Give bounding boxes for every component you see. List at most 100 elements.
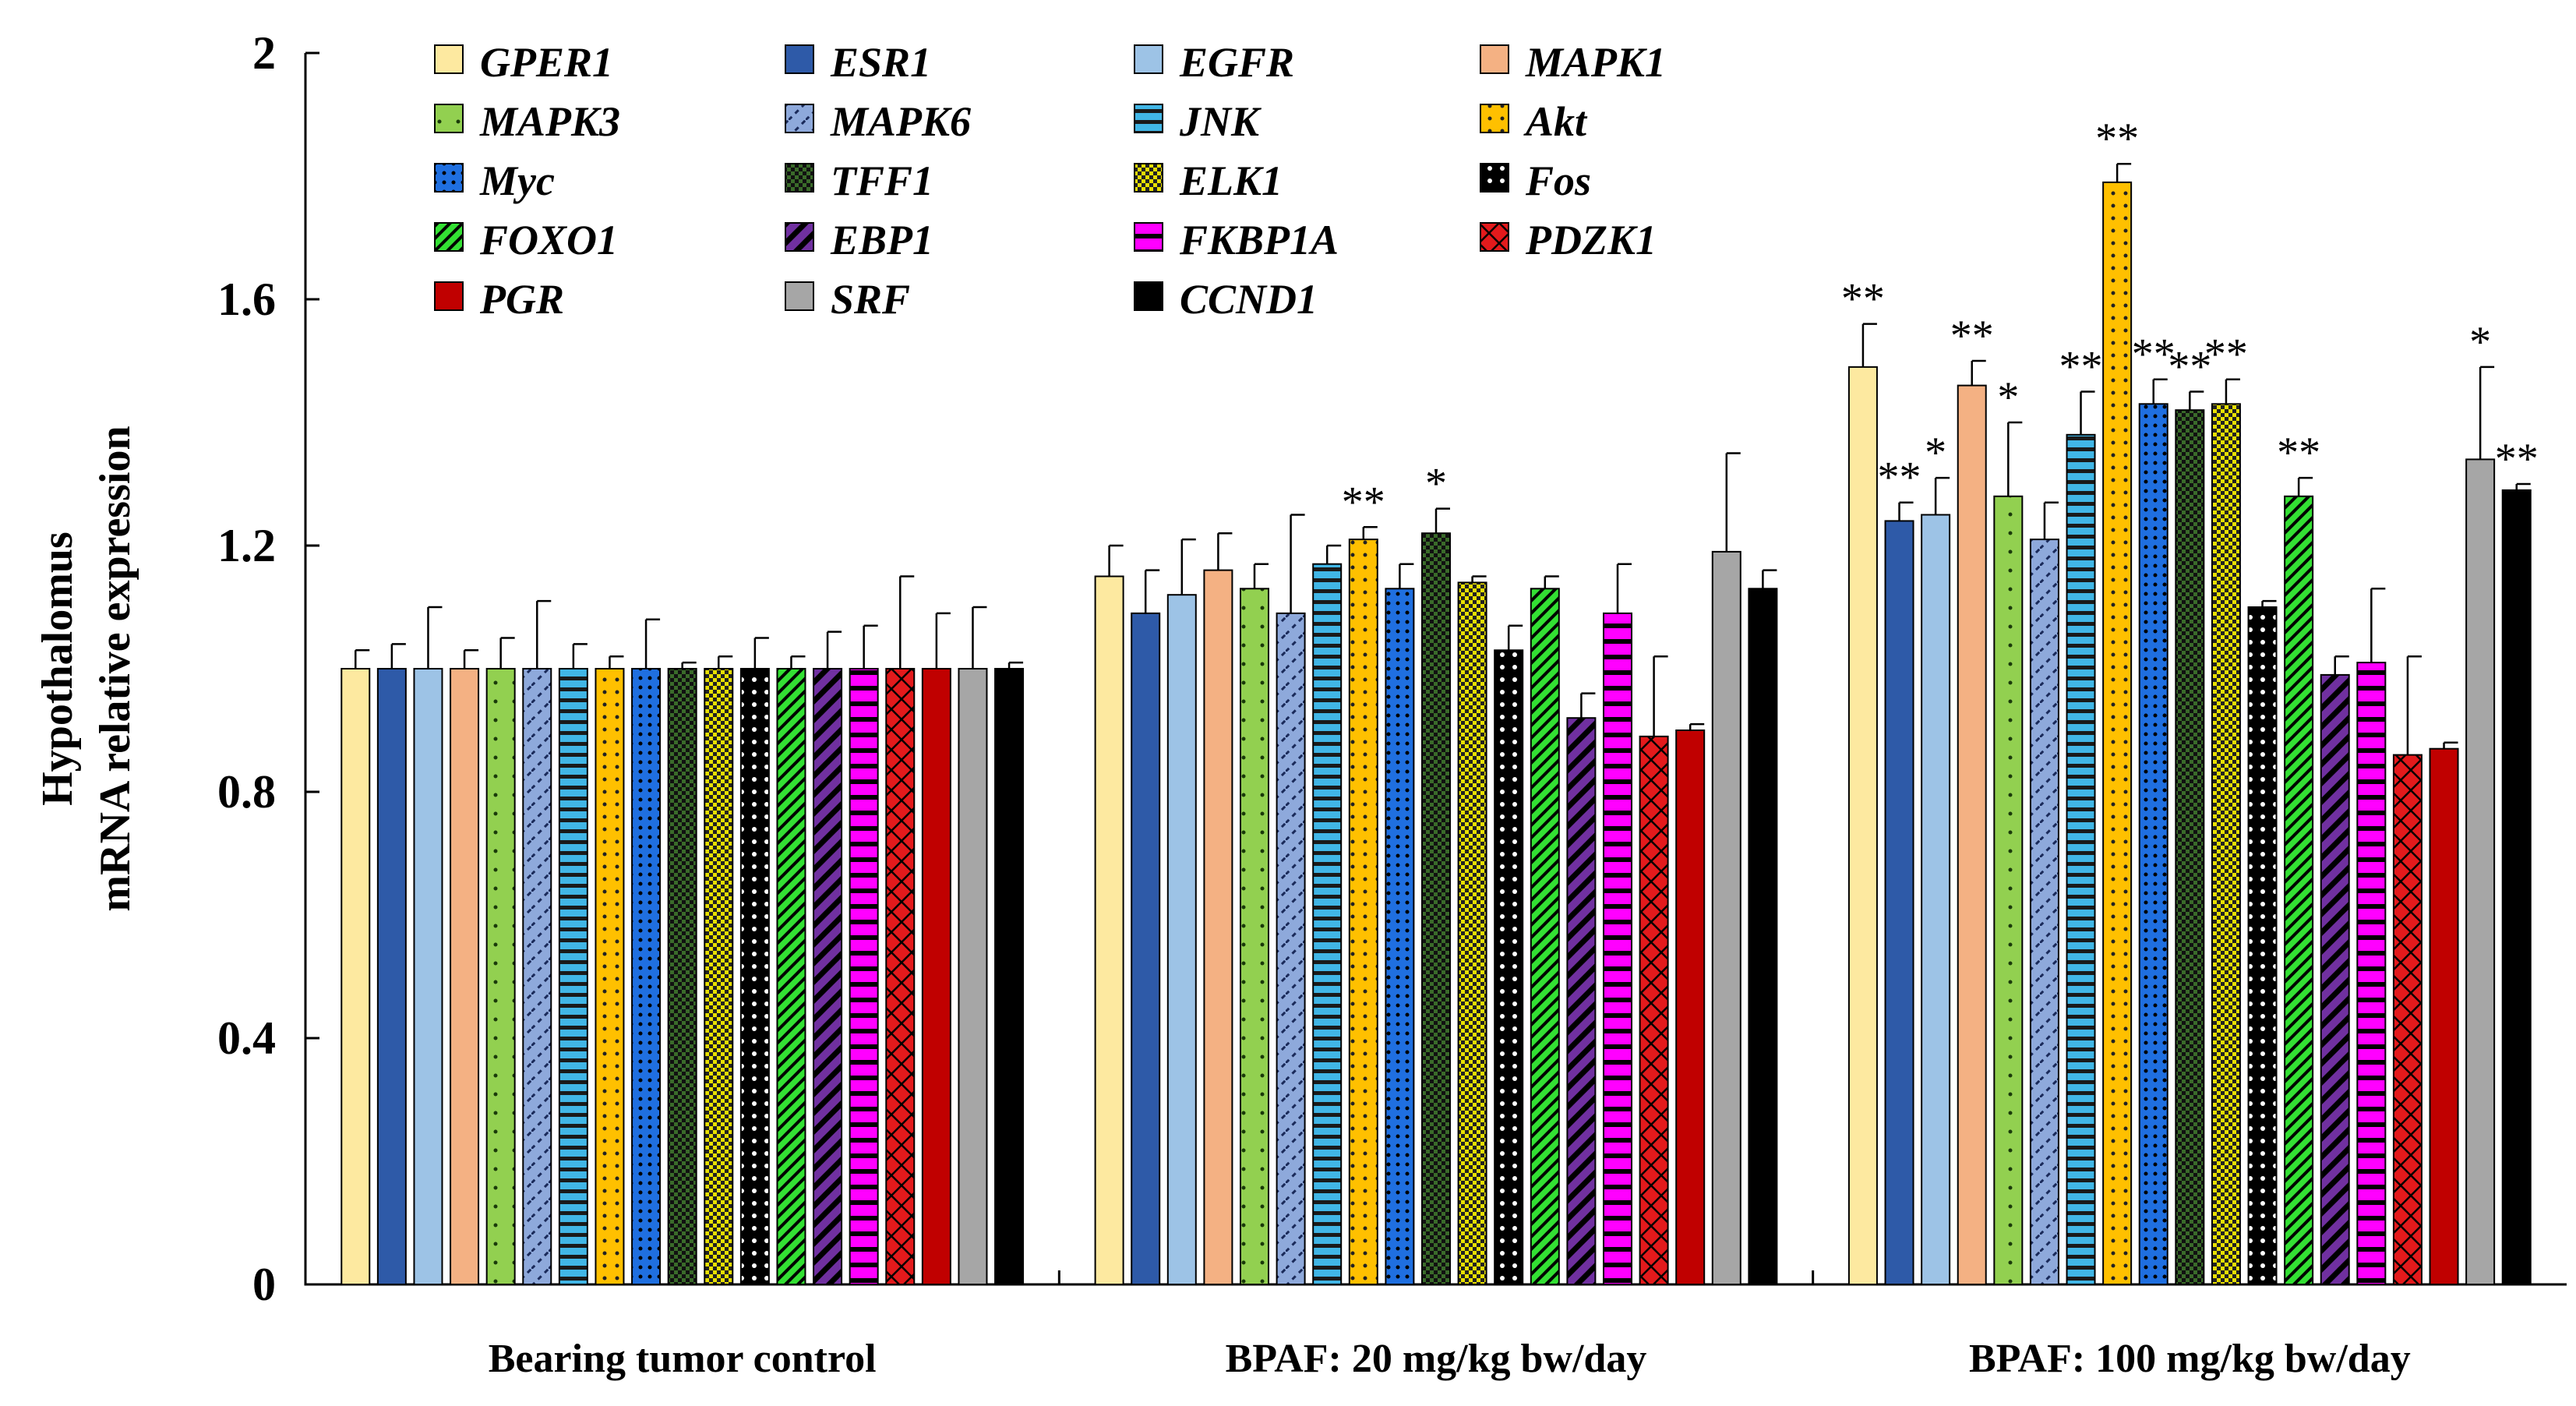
legend-label-fos: Fos [1525,157,1591,204]
bar-srf-bearing-tumor-control [958,668,988,1285]
error-bar-srf-bpaf-100-mg-kg-bw-day [2479,366,2495,460]
error-bar-tff1-bearing-tumor-control [681,661,697,669]
legend-swatch-ebp1 [785,222,814,252]
legend-label-akt: Akt [1523,98,1588,145]
bar-pdzk1-bearing-tumor-control [885,668,916,1285]
legend-swatch-egfr [1134,44,1163,74]
bar-mapk3-bpaf-20-mg-kg-bw-day [1240,588,1269,1285]
bar-ccnd1-bearing-tumor-control [994,668,1025,1285]
significance-label: ** [2277,429,2320,477]
legend-label-ccnd1: CCND1 [1180,276,1318,323]
error-bar-pgr-bpaf-20-mg-kg-bw-day [1689,722,1705,730]
y-axis-label-line-1: Hypothalomus [34,532,82,806]
bar-elk1-bearing-tumor-control [704,668,734,1285]
significance-label: ** [1342,478,1385,526]
bar-fkbp1a-bpaf-100-mg-kg-bw-day [2356,662,2387,1285]
legend-swatch-mapk6 [785,104,814,133]
x-category-label: BPAF: 100 mg/kg bw/day [1969,1337,2411,1381]
bar-foxo1-bpaf-20-mg-kg-bw-day [1530,588,1560,1285]
bar-fkbp1a-bearing-tumor-control [849,668,879,1285]
error-bar-mapk1-bearing-tumor-control [463,649,479,669]
bar-fos-bearing-tumor-control [739,668,770,1285]
bar-egfr-bearing-tumor-control [413,668,443,1285]
legend-label-esr1: ESR1 [830,39,931,86]
bar-ebp1-bpaf-100-mg-kg-bw-day [2320,673,2350,1285]
bar-myc-bpaf-20-mg-kg-bw-day [1385,588,1415,1285]
error-bar-tff1-bpaf-100-mg-kg-bw-day [2189,390,2204,411]
error-bar-ebp1-bpaf-20-mg-kg-bw-day [1580,692,1596,719]
legend-swatch-mapk1 [1480,44,1509,74]
error-bar-pdzk1-bearing-tumor-control [899,575,915,669]
legend-label-myc: Myc [479,157,555,204]
bar-pdzk1-bpaf-20-mg-kg-bw-day [1639,735,1669,1285]
error-bar-fos-bpaf-20-mg-kg-bw-day [1507,624,1523,651]
bar-esr1-bpaf-100-mg-kg-bw-day [1884,520,1914,1285]
legend-swatch-mapk3 [434,104,464,133]
bar-mapk6-bpaf-100-mg-kg-bw-day [2029,539,2059,1285]
bar-egfr-bpaf-100-mg-kg-bw-day [1921,514,1951,1285]
legend-swatch-fkbp1a [1134,222,1163,252]
error-bar-ccnd1-bpaf-100-mg-kg-bw-day [2515,482,2531,490]
significance-label: ** [2168,343,2211,391]
legend-label-tff1: TFF1 [831,157,933,204]
error-bar-mapk6-bpaf-20-mg-kg-bw-day [1290,514,1305,613]
bar-myc-bpaf-100-mg-kg-bw-day [2138,403,2168,1285]
error-bar-pgr-bpaf-100-mg-kg-bw-day [2443,741,2458,749]
x-category-label: Bearing tumor control [489,1337,877,1381]
error-bar-gper1-bpaf-100-mg-kg-bw-day [1861,323,1877,367]
significance-label: * [1997,373,2019,422]
significance-label: * [1425,460,1447,508]
y-tick-label: 0.4 [217,1012,276,1064]
legend-label-pdzk1: PDZK1 [1525,217,1657,263]
bar-fos-bpaf-20-mg-kg-bw-day [1494,649,1524,1285]
bar-gper1-bearing-tumor-control [341,668,371,1285]
bar-mapk1-bpaf-20-mg-kg-bw-day [1203,569,1233,1285]
error-bar-elk1-bearing-tumor-control [718,655,733,669]
bar-ebp1-bearing-tumor-control [813,668,843,1285]
bar-jnk-bpaf-100-mg-kg-bw-day [2066,433,2096,1285]
error-bar-akt-bearing-tumor-control [609,655,624,669]
bar-mapk3-bpaf-100-mg-kg-bw-day [1993,495,2024,1285]
significance-label: ** [2095,115,2139,163]
y-tick-label: 0 [252,1259,276,1310]
error-bar-mapk3-bpaf-100-mg-kg-bw-day [2007,421,2023,496]
error-bar-mapk6-bpaf-100-mg-kg-bw-day [2043,501,2059,540]
bar-pdzk1-bpaf-100-mg-kg-bw-day [2392,754,2422,1285]
error-bar-egfr-bpaf-20-mg-kg-bw-day [1180,538,1196,595]
legend-swatch-pgr [434,281,464,311]
axis-labels: Bearing tumor control BPAF: 20 mg/kg bw/d… [34,426,2411,1381]
error-bar-srf-bpaf-20-mg-kg-bw-day [1725,452,1741,552]
error-bar-fkbp1a-bpaf-100-mg-kg-bw-day [2370,588,2386,663]
error-bar-myc-bearing-tumor-control [644,618,661,669]
bar-pgr-bearing-tumor-control [921,668,951,1285]
error-bar-esr1-bearing-tumor-control [390,643,406,669]
legend-swatch-gper1 [434,44,464,74]
error-bar-fkbp1a-bearing-tumor-control [863,624,878,669]
error-bar-mapk1-bpaf-20-mg-kg-bw-day [1217,532,1233,571]
legend-swatch-elk1 [1134,163,1163,193]
error-bar-tff1-bpaf-20-mg-kg-bw-day [1434,507,1450,534]
bar-tff1-bpaf-20-mg-kg-bw-day [1421,532,1451,1285]
error-bar-fkbp1a-bpaf-20-mg-kg-bw-day [1616,563,1632,613]
legend-label-mapk3: MAPK3 [479,98,620,145]
error-bar-mapk6-bearing-tumor-control [536,599,552,669]
bar-ebp1-bpaf-20-mg-kg-bw-day [1566,717,1597,1285]
legend-swatch-ccnd1 [1134,281,1163,311]
bar-jnk-bearing-tumor-control [558,668,588,1285]
bar-mapk1-bearing-tumor-control [450,668,480,1285]
bar-srf-bpaf-20-mg-kg-bw-day [1711,550,1741,1285]
legend-label-fkbp1a: FKBP1A [1179,217,1339,263]
error-bar-myc-bpaf-20-mg-kg-bw-day [1399,563,1414,589]
y-tick-label: 0.8 [217,766,276,818]
bar-akt-bearing-tumor-control [595,668,625,1285]
significance-label: ** [2204,330,2248,379]
legend-label-mapk1: MAPK1 [1525,39,1666,86]
bar-esr1-bpaf-20-mg-kg-bw-day [1131,612,1161,1285]
legend-swatch-srf [785,281,814,311]
error-bar-ebp1-bearing-tumor-control [826,631,842,669]
legend-swatch-pdzk1 [1480,222,1509,252]
axes: 0 0.4 0.8 1.2 1.6 2 [217,27,2567,1310]
bar-ccnd1-bpaf-20-mg-kg-bw-day [1748,588,1778,1285]
error-bar-srf-bearing-tumor-control [972,606,987,669]
